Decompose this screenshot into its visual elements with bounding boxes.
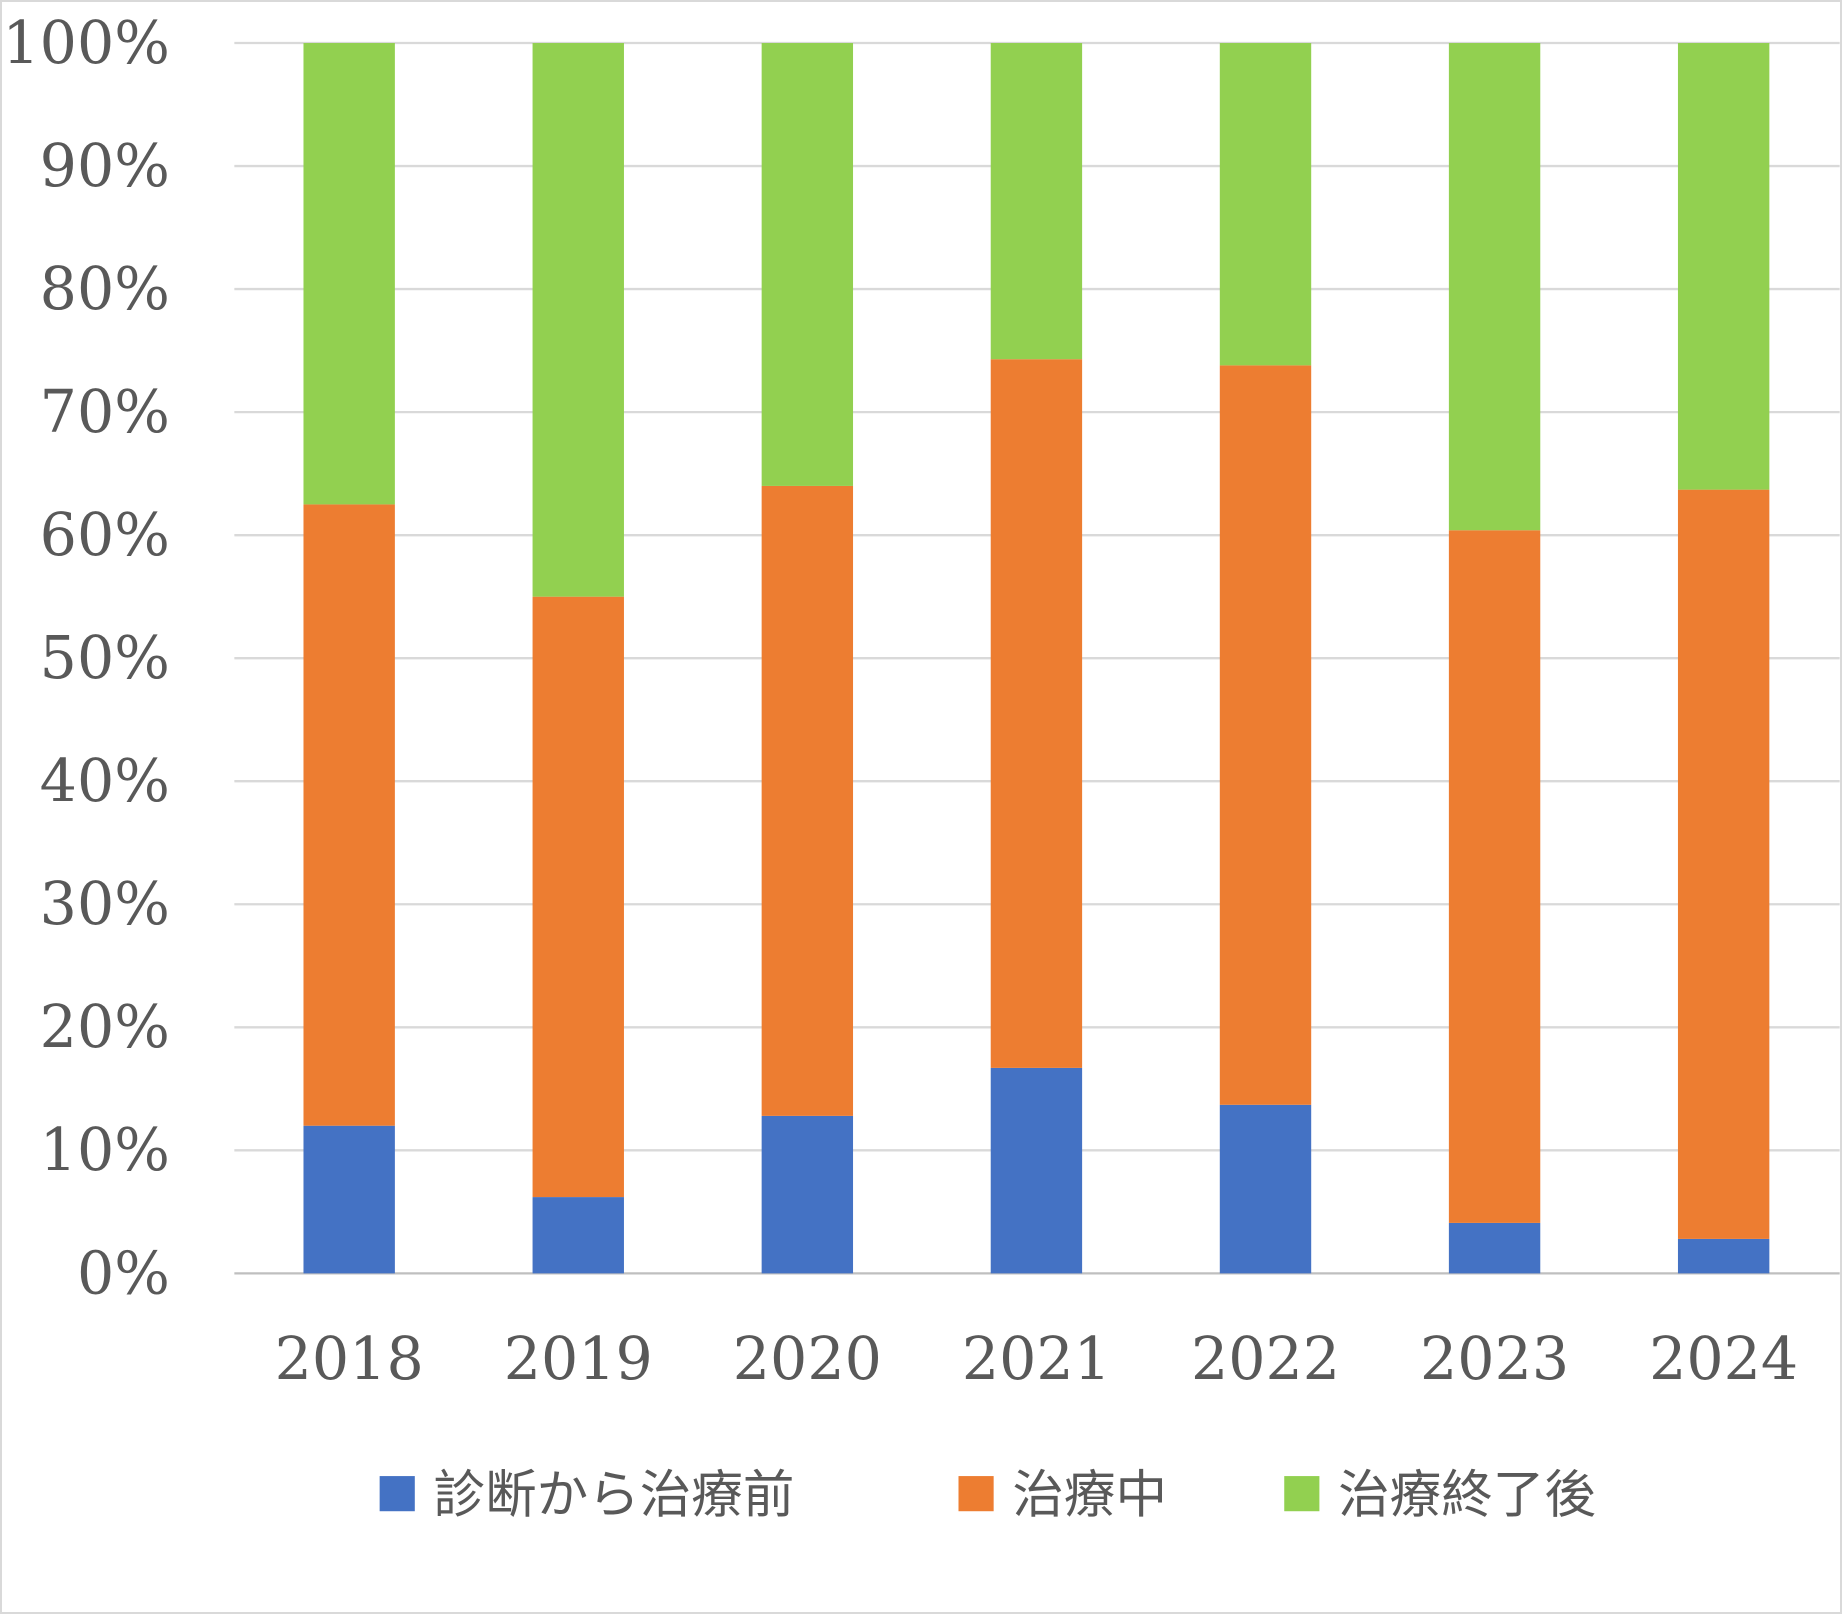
x-tick-label: 2020 [733,1325,882,1393]
bar-segment-2022-s2 [1219,43,1312,366]
bar-segment-2021-s1 [990,359,1083,1068]
y-tick-label: 10% [40,1116,170,1184]
bar-segment-2020-s1 [761,485,854,1116]
bar-segment-2023-s0 [1448,1222,1541,1274]
bar-segment-2019-s2 [532,43,624,597]
y-tick-label: 0% [77,1239,170,1307]
bar-segment-2024-s2 [1677,43,1770,490]
y-tick-label: 70% [40,378,170,446]
bar-segment-2024-s0 [1677,1238,1770,1274]
legend-swatch-2 [1284,1476,1320,1512]
y-tick-label: 50% [40,624,170,692]
y-tick-label: 80% [40,255,170,323]
legend-label: 診断から治療前 [434,1465,795,1525]
y-tick-label: 30% [40,870,170,938]
y-tick-label: 40% [40,747,170,815]
y-axis-ticks: 0% 10% 20% 30% 40% 50% 60% 70% 80% 90% 100% [2,9,169,1307]
legend-swatch-1 [958,1476,994,1512]
bar-segment-2022-s1 [1219,365,1312,1105]
bar-segment-2022-s0 [1219,1104,1312,1274]
bar-segment-2023-s1 [1448,530,1541,1223]
x-axis-ticks: 2018 2019 2020 2021 2022 2023 2024 [275,1325,1799,1393]
legend-label: 治療中 [1012,1465,1167,1525]
y-tick-label: 100% [2,9,169,77]
bar-segment-2024-s1 [1677,489,1770,1239]
bar-segment-2020-s0 [761,1115,854,1274]
bar-segment-2019-s1 [532,596,624,1198]
bar-segment-2021-s0 [990,1067,1083,1274]
legend-label: 治療終了後 [1338,1465,1596,1525]
x-tick-label: 2024 [1649,1325,1798,1393]
legend: 診断から治療前 治療中 治療終了後 [379,1465,1596,1525]
x-tick-label: 2021 [962,1325,1111,1393]
bar-segment-2018-s1 [303,504,395,1126]
bars [303,43,1770,1274]
legend-swatch-0 [379,1476,415,1512]
bar-segment-2021-s2 [990,43,1083,360]
y-tick-label: 90% [40,132,170,200]
bar-segment-2018-s2 [303,43,395,505]
x-tick-label: 2023 [1420,1325,1569,1393]
bar-segment-2023-s2 [1448,43,1541,531]
x-tick-label: 2018 [275,1325,424,1393]
x-tick-label: 2019 [504,1325,653,1393]
bar-segment-2019-s0 [532,1197,624,1274]
bar-segment-2020-s2 [761,43,854,486]
y-tick-label: 20% [40,993,170,1061]
y-tick-label: 60% [40,501,170,569]
x-tick-label: 2022 [1191,1325,1340,1393]
bar-segment-2018-s0 [303,1125,395,1274]
